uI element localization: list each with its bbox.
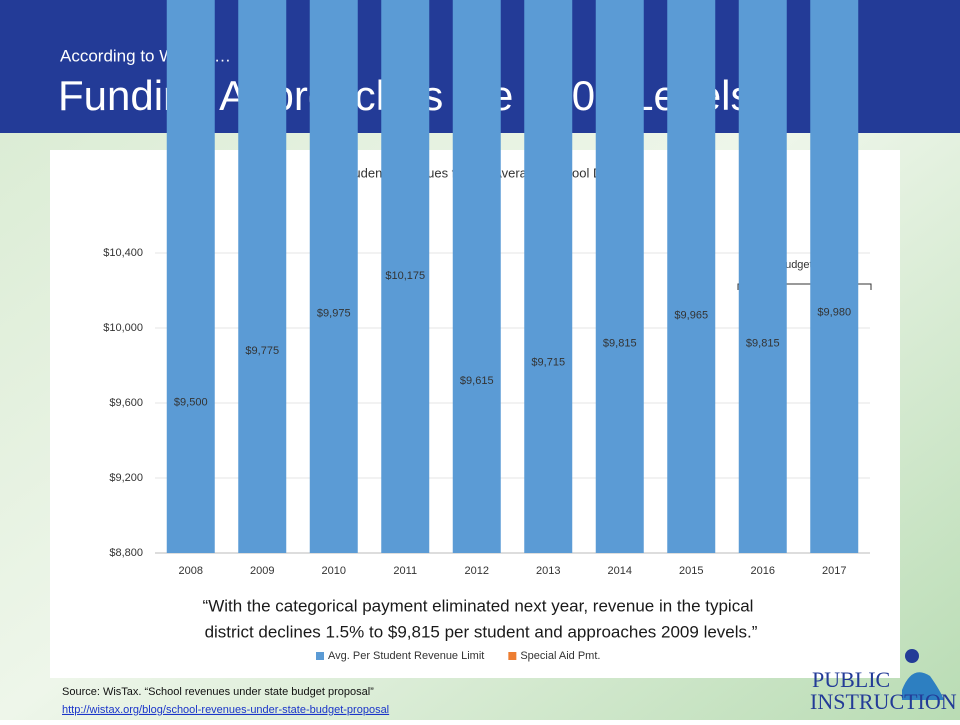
bar-segment — [667, 0, 716, 553]
total-label: $9,980 — [817, 307, 851, 319]
bar-segment — [452, 0, 501, 553]
y-tick-label: $10,000 — [103, 322, 143, 334]
legend-swatch — [508, 652, 517, 660]
bar-segment — [810, 0, 859, 553]
x-tick-label: 2014 — [608, 565, 632, 577]
quote-line: district declines 1.5% to $9,815 per stu… — [205, 622, 758, 641]
bar-segment — [595, 0, 644, 553]
x-tick-label: 2012 — [465, 565, 489, 577]
x-tick-label: 2013 — [536, 565, 560, 577]
bar-segment — [738, 0, 787, 553]
total-label: $9,615 — [460, 375, 494, 387]
total-label: $9,965 — [674, 309, 708, 321]
x-tick-label: 2017 — [822, 565, 846, 577]
total-label: $9,975 — [317, 308, 351, 320]
x-tick-label: 2016 — [751, 565, 775, 577]
bar-segment — [524, 0, 573, 553]
total-label: $9,500 — [174, 397, 208, 409]
total-label: $9,815 — [603, 338, 637, 350]
y-tick-label: $10,400 — [103, 247, 143, 259]
x-tick-label: 2010 — [322, 565, 346, 577]
x-tick-label: 2015 — [679, 565, 703, 577]
bar-segment — [381, 0, 430, 553]
y-tick-label: $9,200 — [109, 472, 143, 484]
y-tick-label: $9,600 — [109, 397, 143, 409]
bracket — [737, 283, 872, 290]
bar-segment — [309, 0, 358, 553]
total-label: $9,775 — [245, 345, 279, 357]
bar-segment — [238, 0, 287, 553]
bar-segment — [166, 0, 215, 553]
x-tick-label: 2008 — [179, 565, 203, 577]
total-label: $9,815 — [746, 338, 780, 350]
logo-text: PUBLIC — [812, 667, 890, 692]
logo-text: INSTRUCTION — [810, 689, 957, 714]
logo-icon — [902, 672, 944, 700]
logo-icon — [905, 649, 919, 663]
total-label: $10,175 — [385, 270, 425, 282]
x-tick-label: 2009 — [250, 565, 274, 577]
legend-label: Special Aid Pmt. — [520, 650, 600, 662]
legend-swatch — [316, 652, 324, 660]
x-tick-label: 2011 — [393, 565, 417, 577]
legend-label: Avg. Per Student Revenue Limit — [328, 650, 484, 662]
source-link[interactable]: http://wistax.org/blog/school-revenues-u… — [62, 704, 389, 716]
y-tick-label: $8,800 — [109, 547, 143, 559]
total-label: $9,715 — [531, 356, 565, 368]
source: Source: WisTax. “School revenues under s… — [62, 686, 374, 698]
quote-line: “With the categorical payment eliminated… — [203, 596, 754, 615]
